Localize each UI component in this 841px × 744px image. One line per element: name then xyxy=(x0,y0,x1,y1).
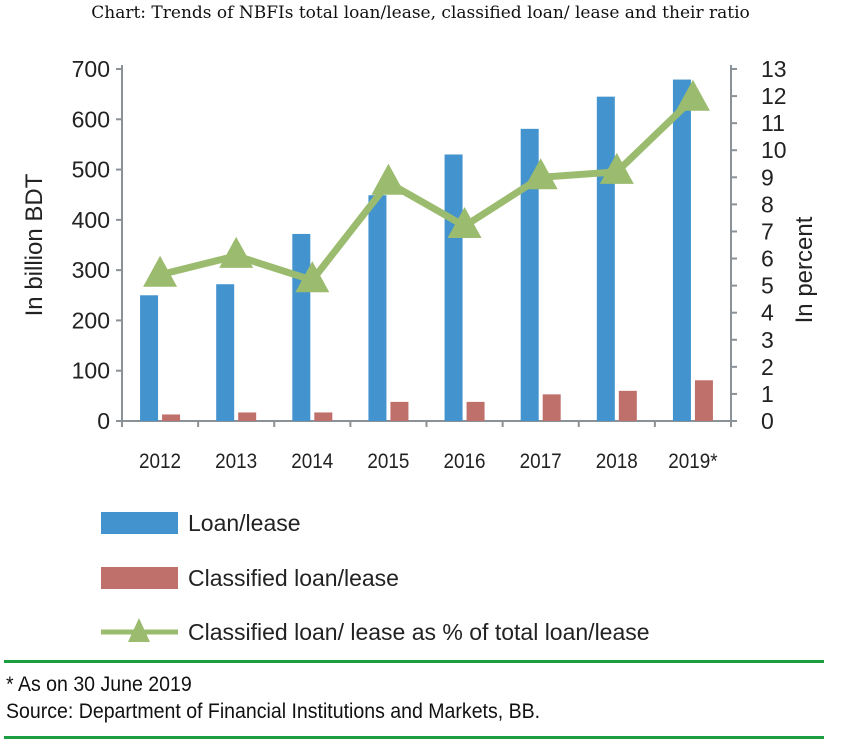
bar-classified xyxy=(162,414,181,421)
y-tick-label: 300 xyxy=(72,257,110,283)
y-tick-label: 600 xyxy=(72,106,110,132)
x-tick-label: 2019* xyxy=(668,450,718,473)
chart-title: Chart: Trends of NBFIs total loan/lease,… xyxy=(91,3,750,23)
x-tick-label: 2014 xyxy=(291,450,333,473)
ratio-point xyxy=(523,158,558,190)
y2-tick-label: 6 xyxy=(761,246,774,272)
y2-tick-label: 10 xyxy=(761,137,787,163)
ratio-point xyxy=(219,236,254,268)
y2-axis-title: In percent xyxy=(791,216,818,323)
legend-label: Classified loan/ lease as % of total loa… xyxy=(188,619,650,645)
y2-tick-label: 9 xyxy=(761,164,774,190)
bar-loan-lease xyxy=(672,79,691,421)
bar-classified xyxy=(618,390,637,421)
bar-classified xyxy=(694,380,713,421)
legend-swatch-loan-lease xyxy=(101,512,178,534)
y2-tick-label: 8 xyxy=(761,191,774,217)
x-tick-label: 2013 xyxy=(215,450,257,473)
ratio-point xyxy=(371,163,406,195)
bar-loan-lease xyxy=(520,128,539,421)
x-tick-label: 2017 xyxy=(520,450,562,473)
divider-bottom xyxy=(4,736,824,739)
legend-swatch-classified xyxy=(101,567,178,589)
bar-loan-lease xyxy=(216,284,235,421)
y2-tick-label: 13 xyxy=(761,56,787,82)
y-tick-label: 400 xyxy=(72,207,110,233)
bar-loan-lease xyxy=(292,233,311,421)
bar-classified xyxy=(390,401,409,421)
y2-tick-label: 1 xyxy=(761,381,774,407)
y-tick-label: 100 xyxy=(72,358,110,384)
y-axis-title: In billion BDT xyxy=(21,173,48,316)
footnote: * As on 30 June 2019 xyxy=(6,673,192,696)
ratio-point xyxy=(599,152,634,184)
y2-tick-label: 5 xyxy=(761,273,774,299)
ratio-line xyxy=(159,96,696,285)
bar-classified xyxy=(466,401,485,421)
ratio-point xyxy=(295,261,330,293)
x-tick-label: 2015 xyxy=(367,450,409,473)
bar-classified xyxy=(314,412,333,421)
y2-tick-label: 4 xyxy=(761,300,774,326)
y-tick-label: 0 xyxy=(97,408,110,434)
y2-tick-label: 11 xyxy=(761,110,785,136)
bar-loan-lease xyxy=(140,295,159,421)
bar-loan-lease xyxy=(596,96,615,422)
ratio-point xyxy=(675,79,710,111)
divider-top xyxy=(4,660,824,663)
bar-classified xyxy=(542,394,561,421)
bar-classified xyxy=(238,412,257,421)
bar-loan-lease xyxy=(444,154,463,421)
bar-loan-lease xyxy=(368,195,387,421)
y2-tick-label: 0 xyxy=(761,408,774,434)
y2-tick-label: 3 xyxy=(761,327,774,353)
y2-tick-label: 12 xyxy=(761,83,787,109)
x-tick-label: 2012 xyxy=(139,450,181,473)
x-tick-label: 2018 xyxy=(596,450,638,473)
ratio-point xyxy=(447,207,482,239)
y2-tick-label: 2 xyxy=(761,354,774,380)
legend-triangle-icon xyxy=(128,618,150,642)
legend-label: Loan/lease xyxy=(188,510,301,536)
y-tick-label: 700 xyxy=(72,56,110,82)
legend-label: Classified loan/lease xyxy=(188,565,399,591)
ratio-point xyxy=(143,255,178,287)
y-tick-label: 200 xyxy=(72,307,110,333)
source-note: Source: Department of Financial Institut… xyxy=(6,700,541,723)
y-tick-label: 500 xyxy=(72,157,110,183)
y2-tick-label: 7 xyxy=(761,218,774,244)
x-tick-label: 2016 xyxy=(444,450,486,473)
